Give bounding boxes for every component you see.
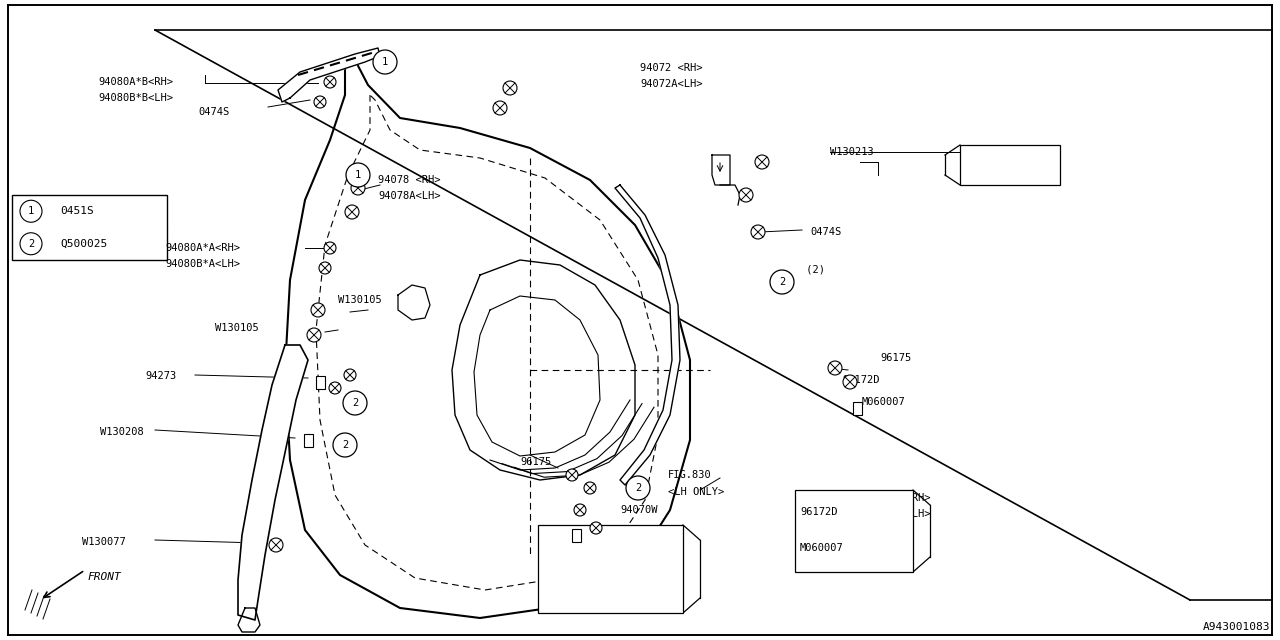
Bar: [960, 145, 1060, 185]
Circle shape: [503, 81, 517, 95]
Text: 94080A*B<RH>: 94080A*B<RH>: [99, 77, 173, 87]
Text: 2: 2: [778, 277, 785, 287]
Text: 1: 1: [28, 206, 35, 216]
Circle shape: [333, 433, 357, 457]
Text: 94273: 94273: [145, 371, 177, 381]
Text: 96172D: 96172D: [540, 525, 577, 535]
Text: 96175: 96175: [881, 353, 911, 363]
Polygon shape: [278, 48, 380, 102]
Text: FRONT: FRONT: [88, 572, 122, 582]
Circle shape: [20, 233, 42, 255]
Text: 96172D: 96172D: [558, 543, 595, 553]
Text: 96175: 96175: [520, 457, 552, 467]
Circle shape: [626, 476, 650, 500]
Text: 94027A<LH>: 94027A<LH>: [868, 509, 931, 519]
Circle shape: [493, 101, 507, 115]
Text: 2: 2: [635, 483, 641, 493]
Circle shape: [573, 504, 586, 516]
Text: 2: 2: [342, 440, 348, 450]
Circle shape: [319, 262, 332, 274]
Text: 0474S: 0474S: [810, 227, 841, 237]
Text: 94078A<LH>: 94078A<LH>: [378, 191, 440, 201]
Circle shape: [584, 482, 596, 494]
Bar: [795, 490, 913, 572]
Text: 0474S: 0474S: [198, 107, 229, 117]
Text: 1: 1: [355, 170, 361, 180]
Polygon shape: [238, 608, 260, 632]
Circle shape: [314, 96, 326, 108]
Text: M060007: M060007: [800, 543, 844, 553]
Polygon shape: [238, 345, 308, 620]
Circle shape: [751, 225, 765, 239]
Circle shape: [344, 369, 356, 381]
Text: 96172E<RH>: 96172E<RH>: [978, 150, 1041, 160]
Bar: [571, 529, 581, 541]
Text: W130213: W130213: [829, 147, 874, 157]
Circle shape: [351, 181, 365, 195]
Text: (2): (2): [800, 265, 826, 275]
Text: 94072 <RH>: 94072 <RH>: [640, 63, 703, 73]
Circle shape: [20, 200, 42, 222]
Circle shape: [739, 188, 753, 202]
Bar: [303, 433, 312, 447]
Text: A943001083: A943001083: [1202, 622, 1270, 632]
Bar: [852, 401, 861, 415]
Text: FIG.830: FIG.830: [668, 470, 712, 480]
Circle shape: [346, 205, 358, 219]
Text: 96172D: 96172D: [842, 375, 879, 385]
Bar: [12, 195, 166, 260]
Text: 2: 2: [28, 239, 35, 249]
Circle shape: [773, 275, 787, 289]
Text: 96172D: 96172D: [800, 507, 837, 517]
Text: 0451S: 0451S: [60, 206, 93, 216]
Text: M060007: M060007: [558, 577, 602, 587]
Circle shape: [324, 242, 335, 254]
Bar: [315, 376, 325, 388]
Text: 96172F<LH>: 96172F<LH>: [978, 166, 1041, 176]
Text: M060007: M060007: [861, 397, 906, 407]
Circle shape: [346, 163, 370, 187]
Text: W130208: W130208: [100, 427, 143, 437]
Text: W130077: W130077: [82, 537, 125, 547]
Circle shape: [771, 270, 794, 294]
Text: W130105: W130105: [338, 295, 381, 305]
Polygon shape: [614, 185, 680, 485]
Text: 94027 <RH>: 94027 <RH>: [868, 493, 931, 503]
Circle shape: [590, 522, 602, 534]
Text: 94070W: 94070W: [620, 505, 658, 515]
Circle shape: [828, 361, 842, 375]
Text: W130105: W130105: [215, 323, 259, 333]
Text: 94080B*B<LH>: 94080B*B<LH>: [99, 93, 173, 103]
Circle shape: [844, 375, 858, 389]
Text: 94080B*A<LH>: 94080B*A<LH>: [165, 259, 241, 269]
Text: 94072A<LH>: 94072A<LH>: [640, 79, 703, 89]
Circle shape: [329, 382, 340, 394]
Text: 94080A*A<RH>: 94080A*A<RH>: [165, 243, 241, 253]
Circle shape: [755, 155, 769, 169]
Text: <LH ONLY>: <LH ONLY>: [668, 487, 724, 497]
Circle shape: [343, 391, 367, 415]
Circle shape: [324, 76, 335, 88]
Text: Q500025: Q500025: [60, 239, 108, 249]
Circle shape: [307, 328, 321, 342]
Circle shape: [372, 50, 397, 74]
Text: 1: 1: [381, 57, 388, 67]
Text: 2: 2: [352, 398, 358, 408]
Circle shape: [566, 469, 579, 481]
Text: 94078 <RH>: 94078 <RH>: [378, 175, 440, 185]
Bar: [538, 525, 684, 613]
Circle shape: [269, 538, 283, 552]
Circle shape: [311, 303, 325, 317]
